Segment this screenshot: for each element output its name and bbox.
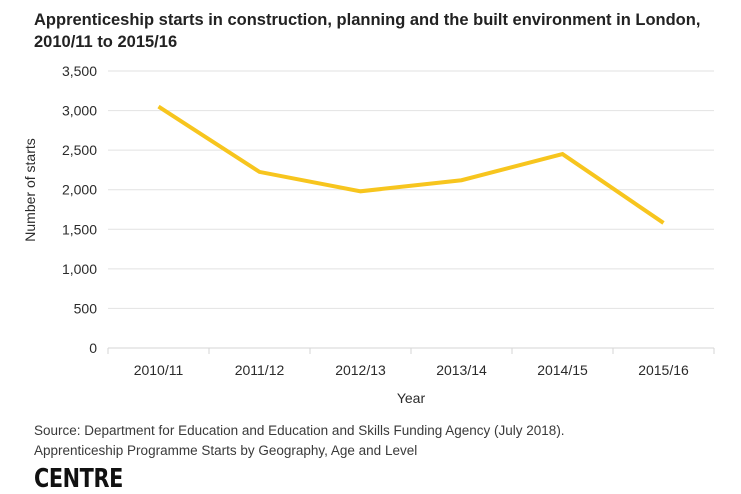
gridlines <box>108 71 714 308</box>
source-line-2: Apprenticeship Programme Starts by Geogr… <box>34 441 734 461</box>
y-tick-label: 500 <box>74 300 98 316</box>
x-tick-label: 2010/11 <box>134 362 184 378</box>
y-tick-label: 3,000 <box>62 103 97 119</box>
centre-logo: CENTRE <box>34 466 123 492</box>
y-tick-label: 1,000 <box>62 261 97 277</box>
source-note: Source: Department for Education and Edu… <box>34 421 734 461</box>
x-axis-label: Year <box>397 390 426 406</box>
x-tick-label: 2015/16 <box>638 362 689 378</box>
series-layer <box>158 107 663 224</box>
source-line-1: Source: Department for Education and Edu… <box>34 421 734 441</box>
x-tick-label: 2013/14 <box>436 362 487 378</box>
line-chart: 0 500 1,000 1,500 2,000 2,500 3,000 3,500 2010/… <box>0 0 741 420</box>
y-axis-label: Number of starts <box>22 138 38 241</box>
y-tick-label: 0 <box>89 340 97 356</box>
x-tick-label: 2011/12 <box>235 362 285 378</box>
x-tick-label: 2012/13 <box>335 362 386 378</box>
y-tick-label: 2,000 <box>62 182 97 198</box>
y-tick-label: 3,500 <box>62 63 97 79</box>
y-tick-label: 1,500 <box>62 221 97 237</box>
series-line <box>159 107 664 223</box>
x-tick-label: 2014/15 <box>537 362 588 378</box>
x-axis <box>108 348 714 354</box>
x-tick-labels: 2010/11 2011/12 2012/13 2013/14 2014/15 2015/… <box>134 362 689 378</box>
y-tick-label: 2,500 <box>62 142 97 158</box>
y-tick-labels: 0 500 1,000 1,500 2,000 2,500 3,000 3,500 <box>62 63 97 356</box>
